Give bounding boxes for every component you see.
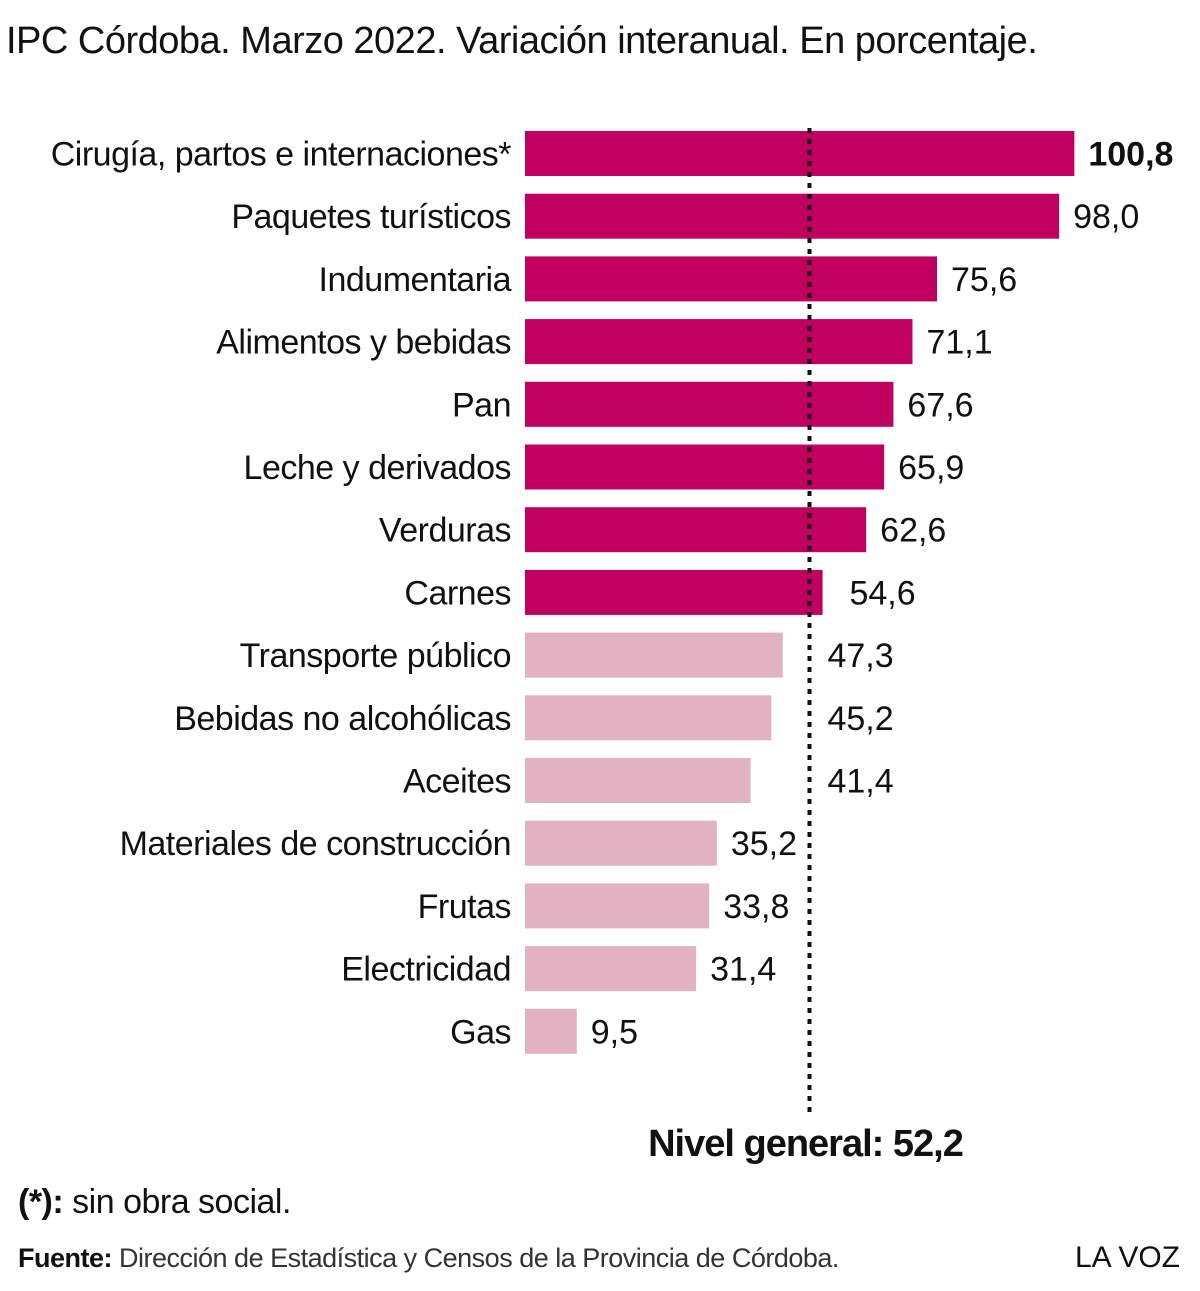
brand-logo-text: LA VOZ [1074, 1241, 1180, 1274]
bar [525, 193, 1060, 239]
category-label: Electricidad [341, 951, 511, 989]
bar [525, 381, 894, 427]
category-label: Carnes [404, 574, 511, 612]
category-label: Aceites [403, 763, 511, 801]
bars-group [525, 131, 1075, 1054]
bar [525, 507, 867, 553]
value-label: 100,8 [1088, 136, 1173, 174]
bar [525, 1008, 577, 1054]
bar [525, 758, 751, 803]
bar [525, 569, 823, 615]
bar [525, 632, 783, 678]
category-label: Indumentaria [319, 261, 512, 299]
category-label: Verduras [379, 512, 511, 550]
category-label: Frutas [418, 888, 511, 926]
bar [525, 946, 697, 992]
source-label: Fuente: [18, 1243, 113, 1273]
value-label: 71,1 [926, 324, 992, 362]
footnote: (*): sin obra social. [18, 1183, 291, 1222]
category-label: Gas [450, 1013, 511, 1051]
category-label: Materiales de construcción [120, 825, 511, 863]
value-labels-group: 100,8 98,0 75,6 71,1 67,6 65,9 62,6 54,6 47,3 45,… [591, 136, 1174, 1052]
footnote-marker: (*): [18, 1183, 64, 1221]
value-label: 41,4 [827, 763, 893, 801]
value-label: 31,4 [710, 951, 776, 989]
source-text: Dirección de Estadística y Censos de la … [119, 1243, 839, 1273]
source-note: Fuente: Dirección de Estadística y Censo… [18, 1243, 839, 1274]
category-label: Transporte público [240, 637, 511, 675]
bar [525, 695, 772, 741]
value-label: 33,8 [723, 888, 789, 926]
category-label: Alimentos y bebidas [216, 324, 511, 362]
bar-chart: Cirugía, partos e internaciones* Paquetes… [51, 128, 1174, 1165]
category-label: Bebidas no alcohólicas [174, 700, 511, 738]
chart-title: IPC Córdoba. Marzo 2022. Variación inter… [6, 20, 1038, 62]
value-label: 62,6 [880, 512, 946, 550]
category-label: Paquetes turísticos [231, 198, 511, 236]
bar [525, 444, 885, 490]
value-label: 54,6 [849, 574, 915, 612]
footnote-text: sin obra social. [72, 1183, 291, 1221]
value-label: 75,6 [951, 261, 1017, 299]
value-label: 35,2 [731, 825, 797, 863]
value-label: 65,9 [898, 449, 964, 487]
category-labels-group: Cirugía, partos e internaciones* Paquetes… [51, 136, 512, 1052]
value-label: 67,6 [907, 386, 973, 424]
value-label: 98,0 [1073, 198, 1139, 236]
bar [525, 256, 938, 302]
category-label: Leche y derivados [244, 449, 511, 487]
bar [525, 319, 913, 365]
value-label: 47,3 [827, 637, 893, 675]
value-label: 9,5 [591, 1013, 638, 1051]
bar [525, 820, 717, 866]
reference-label: Nivel general: 52,2 [648, 1123, 963, 1165]
bar [525, 131, 1075, 176]
value-label: 45,2 [827, 700, 893, 738]
category-label: Pan [452, 386, 511, 424]
bar [525, 883, 710, 929]
category-label: Cirugía, partos e internaciones* [51, 136, 512, 174]
